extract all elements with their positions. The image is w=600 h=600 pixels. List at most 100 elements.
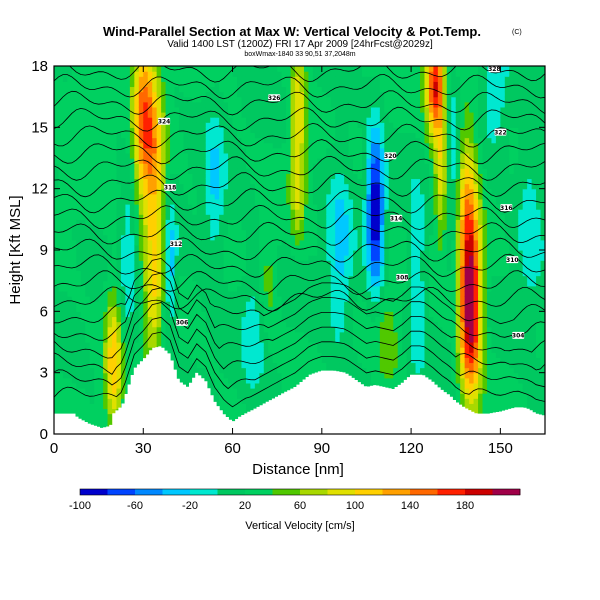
velocity-cell: [272, 163, 278, 169]
velocity-cell: [192, 96, 198, 103]
velocity-cell: [58, 382, 64, 389]
velocity-cell: [170, 204, 176, 210]
velocity-cell: [245, 224, 251, 231]
velocity-cell: [170, 193, 176, 200]
velocity-cell: [80, 285, 86, 292]
velocity-cell: [228, 255, 234, 261]
chart-title: Wind-Parallel Section at Max W: Vertical…: [103, 24, 481, 39]
velocity-cell: [170, 260, 176, 266]
velocity-cell: [138, 260, 144, 266]
velocity-cell: [317, 101, 323, 108]
velocity-cell: [107, 158, 113, 164]
velocity-cell: [94, 316, 100, 323]
velocity-cell: [344, 163, 350, 169]
velocity-cell: [103, 265, 109, 272]
velocity-cell: [85, 66, 91, 72]
velocity-cell: [183, 326, 189, 333]
velocity-cell: [321, 106, 327, 113]
velocity-cell: [129, 147, 135, 154]
velocity-cell: [152, 270, 158, 277]
velocity-cell: [219, 163, 225, 169]
velocity-cell: [76, 152, 82, 159]
velocity-cell: [250, 260, 256, 266]
velocity-cell: [326, 183, 332, 190]
velocity-cell: [156, 224, 162, 231]
velocity-cell: [228, 311, 234, 318]
velocity-cell: [129, 280, 135, 287]
velocity-cell: [357, 260, 363, 266]
velocity-cell: [281, 229, 287, 236]
velocity-cell: [147, 326, 153, 333]
velocity-cell: [232, 290, 238, 297]
velocity-cell: [174, 158, 180, 164]
velocity-cell: [263, 393, 269, 399]
velocity-cell: [344, 321, 350, 328]
velocity-cell: [174, 311, 180, 318]
velocity-cell: [321, 76, 327, 82]
velocity-cell: [277, 66, 283, 72]
velocity-cell: [281, 265, 287, 272]
velocity-cell: [241, 372, 247, 379]
velocity-cell: [54, 96, 60, 103]
velocity-cell: [223, 326, 229, 333]
velocity-cell: [335, 331, 341, 338]
velocity-cell: [223, 331, 229, 338]
velocity-cell: [58, 372, 64, 379]
velocity-cell: [268, 76, 274, 82]
velocity-cell: [94, 331, 100, 338]
velocity-cell: [192, 372, 198, 379]
velocity-cell: [335, 137, 341, 144]
velocity-cell: [85, 178, 91, 185]
velocity-cell: [112, 316, 118, 323]
velocity-cell: [214, 163, 220, 169]
velocity-cell: [232, 127, 238, 134]
velocity-cell: [268, 316, 274, 323]
velocity-cell: [348, 342, 354, 348]
velocity-cell: [353, 342, 359, 348]
velocity-cell: [344, 275, 350, 282]
velocity-cell: [263, 342, 269, 348]
velocity-cell: [156, 137, 162, 144]
velocity-cell: [98, 377, 104, 384]
velocity-cell: [161, 86, 167, 93]
velocity-cell: [295, 357, 301, 364]
velocity-cell: [76, 250, 82, 256]
velocity-cell: [71, 357, 77, 364]
velocity-cell: [232, 152, 238, 159]
velocity-cell: [303, 306, 310, 312]
velocity-cell: [147, 239, 153, 246]
velocity-cell: [54, 285, 60, 292]
velocity-cell: [277, 382, 283, 389]
velocity-cell: [219, 388, 225, 394]
velocity-cell: [344, 142, 350, 149]
velocity-cell: [357, 367, 363, 374]
velocity-cell: [237, 112, 243, 118]
velocity-cell: [183, 117, 189, 123]
velocity-cell: [241, 183, 247, 190]
velocity-cell: [312, 96, 318, 103]
velocity-cell: [94, 91, 100, 98]
velocity-cell: [330, 352, 336, 358]
velocity-cell: [85, 347, 91, 353]
velocity-cell: [143, 96, 149, 103]
velocity-cell: [321, 214, 327, 220]
velocity-cell: [62, 239, 68, 246]
velocity-cell: [277, 352, 283, 358]
velocity-cell: [76, 81, 82, 88]
velocity-cell: [223, 270, 229, 277]
velocity-cell: [335, 101, 341, 108]
velocity-cell: [54, 408, 60, 415]
velocity-cell: [178, 193, 185, 200]
velocity-cell: [232, 393, 238, 399]
velocity-cell: [259, 398, 265, 404]
velocity-cell: [85, 163, 91, 169]
velocity-cell: [254, 285, 260, 292]
velocity-cell: [210, 290, 216, 297]
velocity-cell: [268, 204, 274, 210]
velocity-cell: [116, 168, 122, 174]
velocity-cell: [170, 106, 176, 113]
velocity-cell: [116, 224, 122, 231]
velocity-cell: [116, 173, 122, 180]
velocity-cell: [228, 214, 234, 220]
velocity-cell: [250, 101, 256, 108]
